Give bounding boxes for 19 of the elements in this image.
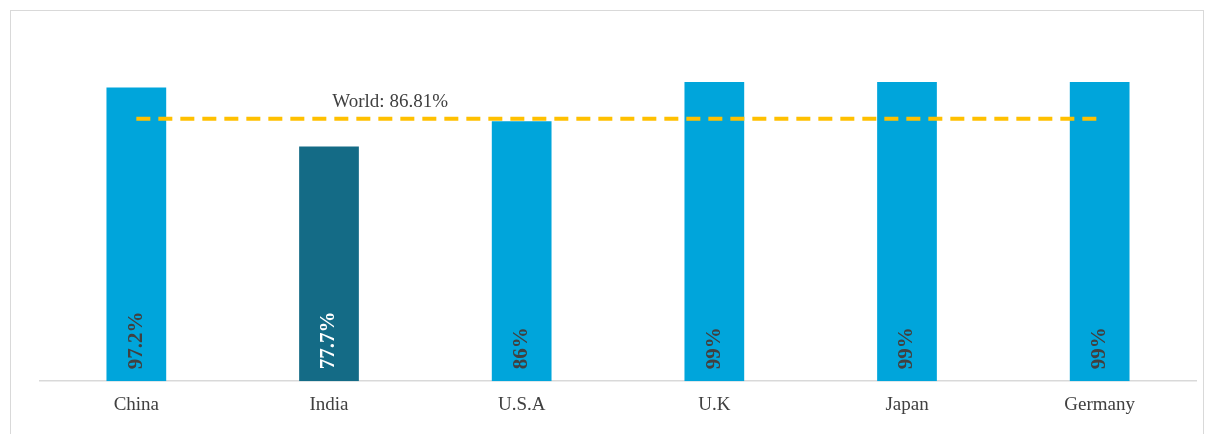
data-label: 99%: [1086, 327, 1111, 370]
data-label: 99%: [893, 327, 918, 370]
ref-line-label: World: 86.81%: [332, 90, 449, 112]
data-label: 77.7%: [315, 311, 340, 370]
bar: [491, 121, 552, 382]
bar: [1069, 82, 1130, 382]
x-tick-label: U.K: [698, 392, 731, 414]
x-tick-label: Germany: [1064, 392, 1136, 414]
bar: [684, 82, 745, 382]
x-tick-label: Japan: [885, 392, 930, 414]
bar: [106, 87, 167, 382]
data-label: 99%: [700, 327, 725, 370]
x-tick-label: China: [113, 392, 160, 414]
data-label: 97.2%: [122, 311, 147, 370]
x-tick-label: India: [309, 392, 350, 414]
bar: [877, 82, 937, 382]
bar: [299, 146, 359, 382]
x-tick-label: U.S.A: [497, 392, 546, 414]
data-label: 86%: [508, 327, 533, 370]
